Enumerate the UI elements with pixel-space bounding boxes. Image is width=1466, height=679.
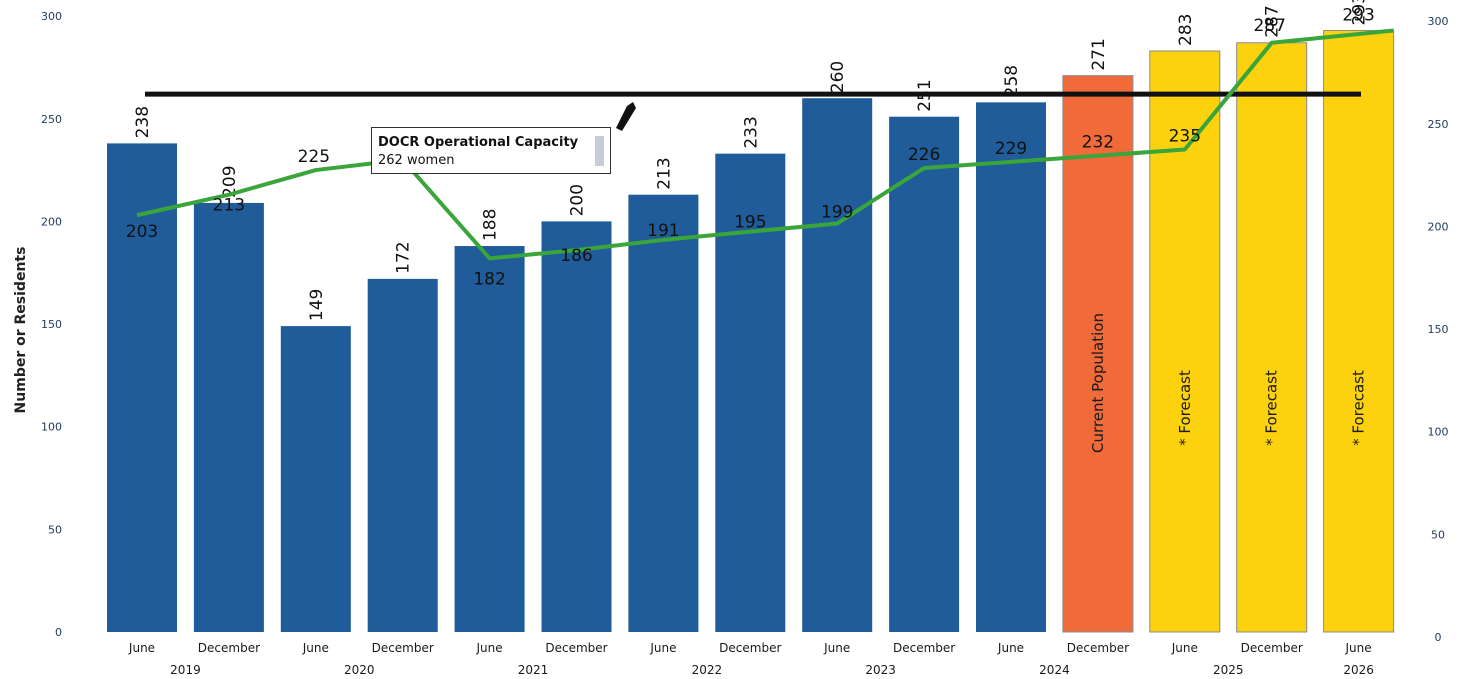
y-tick-left: 0 — [55, 626, 62, 639]
trend-line — [136, 28, 1394, 261]
arrow-icon — [616, 102, 636, 131]
y-tick-right: 50 — [1431, 528, 1445, 541]
y-tick-left: 150 — [41, 318, 62, 331]
y-tick-left: 200 — [41, 215, 62, 228]
bar-value-label: 287 — [1263, 5, 1283, 37]
bars — [107, 29, 1395, 633]
bar-value-label: 293 — [1350, 0, 1370, 25]
bar-value-label: 260 — [828, 61, 848, 93]
x-year-label: 2025 — [1213, 663, 1244, 677]
x-tick-label: December — [372, 641, 434, 655]
y-tick-left: 100 — [41, 421, 62, 434]
bar — [1236, 42, 1308, 633]
bar — [1062, 75, 1134, 633]
line-value-label: 293 — [1342, 5, 1374, 25]
in-bar-label: * Forecast — [1350, 370, 1368, 446]
y-tick-right: 100 — [1428, 426, 1449, 439]
x-year-label: 2019 — [170, 663, 201, 677]
y-axis-left: 0 50 100 150 200 250 300 — [41, 10, 62, 639]
x-year-label: 2024 — [1039, 663, 1070, 677]
in-bar-labels: Current Population * Forecast * Forecast * … — [1089, 313, 1368, 453]
y-tick-left: 50 — [48, 523, 62, 536]
line-value-label: 287 — [1253, 16, 1285, 36]
bar — [802, 98, 873, 633]
bar-value-label: 172 — [394, 241, 414, 273]
bar-value-label: 238 — [133, 106, 153, 138]
x-year-label: 2021 — [518, 663, 549, 677]
x-tick-label: December — [198, 641, 260, 655]
bar — [280, 326, 351, 632]
callout-stripe — [595, 136, 604, 166]
x-year-label: 2026 — [1343, 663, 1374, 677]
line-value-label: 191 — [647, 221, 679, 241]
bar — [193, 202, 264, 632]
in-bar-label: Current Population — [1089, 313, 1107, 453]
line-value-label: 203 — [126, 222, 158, 242]
bar-value-label: 200 — [568, 184, 588, 216]
line-value-label: 186 — [560, 246, 592, 266]
line-value-label: 232 — [1082, 133, 1114, 153]
bar-value-labels: 2382091491721882002132332602512582712832… — [133, 0, 1370, 321]
in-bar-label: * Forecast — [1176, 370, 1194, 446]
line-value-label: 229 — [995, 139, 1027, 159]
bar — [541, 221, 612, 632]
bar — [454, 246, 525, 632]
x-tick-label: June — [1171, 641, 1198, 655]
x-tick-label: June — [823, 641, 850, 655]
line-value-label: 213 — [213, 196, 245, 216]
bar — [367, 278, 438, 632]
bar-value-label: 213 — [654, 157, 674, 189]
x-tick-label: December — [719, 641, 781, 655]
x-year-label: 2023 — [865, 663, 896, 677]
bar-value-label: 233 — [741, 116, 761, 148]
x-tick-label: June — [302, 641, 329, 655]
line-value-label: 226 — [908, 145, 940, 165]
y-axis-label: Number or Residents — [13, 247, 29, 414]
x-tick-label: December — [1241, 641, 1303, 655]
x-tick-label: June — [1345, 641, 1372, 655]
y-tick-right: 150 — [1428, 323, 1449, 336]
x-axis-year-labels: 2019 2020 2021 2022 2023 2024 2025 2026 — [170, 663, 1374, 677]
capacity-title: DOCR Operational Capacity — [378, 135, 579, 150]
bar — [889, 116, 960, 632]
bar-value-label: 271 — [1089, 38, 1109, 70]
line-value-label: 199 — [821, 202, 853, 222]
bar-value-label: 149 — [307, 289, 327, 321]
y-tick-right: 200 — [1428, 220, 1449, 233]
bar — [976, 102, 1046, 633]
x-tick-label: June — [997, 641, 1024, 655]
y-axis-right: 0 50 100 150 200 250 300 — [1428, 15, 1449, 644]
in-bar-label: * Forecast — [1263, 370, 1281, 446]
bar-value-label: 258 — [1002, 65, 1022, 97]
y-tick-right: 300 — [1428, 15, 1449, 28]
y-tick-right: 250 — [1428, 118, 1449, 131]
x-tick-label: June — [476, 641, 503, 655]
line-value-label: 235 — [1169, 127, 1201, 147]
y-tick-right: 0 — [1435, 631, 1442, 644]
line-value-label: 195 — [734, 213, 766, 233]
x-year-label: 2022 — [692, 663, 723, 677]
x-axis-labels: June December June December June December June… — [128, 641, 1372, 655]
line-value-label: 225 — [298, 147, 330, 167]
y-tick-left: 250 — [41, 113, 62, 126]
bar-value-label: 283 — [1176, 14, 1196, 46]
bar-value-label: 188 — [481, 209, 501, 241]
x-tick-label: December — [893, 641, 955, 655]
bar-value-label: 209 — [220, 165, 240, 197]
bar — [628, 194, 699, 632]
capacity-subtitle: 262 women — [378, 153, 455, 168]
x-tick-label: June — [128, 641, 155, 655]
capacity-callout: DOCR Operational Capacity 262 women — [371, 127, 611, 174]
x-tick-label: June — [649, 641, 676, 655]
line-value-label: 182 — [473, 269, 505, 289]
x-tick-label: December — [1067, 641, 1129, 655]
x-tick-label: December — [545, 641, 607, 655]
bar — [107, 143, 177, 633]
x-year-label: 2020 — [344, 663, 375, 677]
y-tick-left: 300 — [41, 10, 62, 23]
bar — [1323, 29, 1395, 633]
